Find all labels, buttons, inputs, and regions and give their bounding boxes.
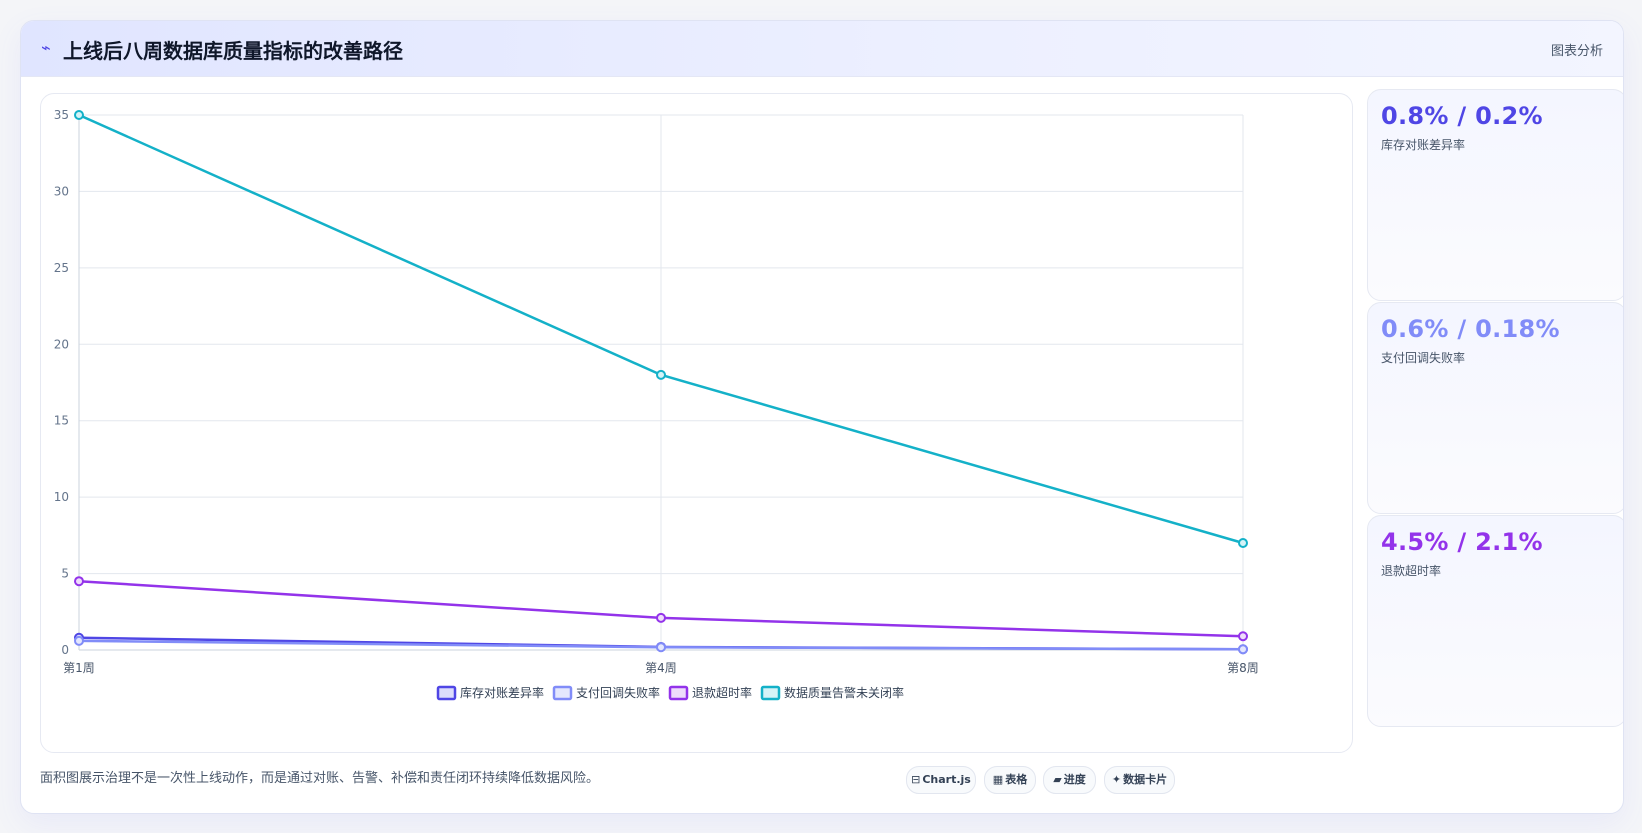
- chart-canvas: 0 5 10 15 20 25 30 35 第1周 第4周 第8周 库存对账差异率 支付回调失败率 退款…: [54, 108, 1259, 701]
- legend-swatch: [668, 685, 689, 701]
- legend-label: 退款超时率: [692, 685, 752, 700]
- x-tick-label: 第4周: [645, 661, 677, 675]
- y-tick-label: 10: [54, 490, 69, 504]
- y-tick-label: 35: [54, 108, 69, 122]
- data-point: [74, 576, 84, 587]
- data-point: [1238, 644, 1248, 655]
- progress-icon: ▰: [1053, 773, 1062, 786]
- legend-item-1[interactable]: 支付回调失败率: [552, 685, 660, 701]
- x-tick-label: 第8周: [1227, 661, 1259, 675]
- tag-chartjs[interactable]: ⊟ Chart.js: [906, 766, 976, 794]
- legend-item-0[interactable]: 库存对账差异率: [436, 685, 544, 701]
- y-tick-label: 15: [54, 414, 69, 428]
- y-tick-label: 30: [54, 184, 69, 198]
- y-tick-label: 0: [61, 643, 69, 657]
- legend-item-3[interactable]: 数据质量告警未关闭率: [760, 685, 904, 701]
- data-point: [656, 369, 666, 380]
- metric-label: 退款超时率: [1381, 564, 1442, 578]
- x-tick-label: 第1周: [63, 661, 95, 675]
- tag-table[interactable]: ▦ 表格: [984, 766, 1036, 794]
- data-point: [74, 635, 84, 646]
- page-title: 上线后八周数据库质量指标的改善路径: [63, 39, 403, 63]
- metric-value: 4.5% / 2.1%: [1381, 528, 1543, 556]
- legend-item-2[interactable]: 退款超时率: [668, 685, 752, 701]
- footer-note: 面积图展示治理不是一次性上线动作，而是通过对账、告警、补偿和责任闭环持续降低数据…: [40, 771, 600, 786]
- axis-labels: 0 5 10 15 20 25 30 35 第1周 第4周 第8周: [54, 108, 1259, 675]
- series-lines: [74, 110, 1248, 655]
- legend-swatch: [760, 685, 781, 701]
- metric-card-refund: 4.5% / 2.1% 退款超时率: [1367, 515, 1623, 727]
- data-point: [1238, 538, 1248, 548]
- data-point: [656, 642, 666, 653]
- chart-icon: ⊟: [911, 773, 921, 786]
- legend-label: 数据质量告警未关闭率: [784, 685, 904, 700]
- legend-label: 支付回调失败率: [576, 685, 660, 700]
- grid: [78, 114, 1244, 651]
- y-tick-label: 20: [54, 337, 69, 351]
- tag-data-card[interactable]: ✦ 数据卡片: [1104, 766, 1175, 794]
- metric-card-payment: 0.6% / 0.18% 支付回调失败率: [1367, 302, 1623, 514]
- metric-label: 支付回调失败率: [1381, 351, 1466, 365]
- y-tick-label: 25: [54, 261, 69, 275]
- legend-label: 库存对账差异率: [460, 685, 544, 700]
- card-icon: ✦: [1111, 773, 1122, 786]
- line-chart: 0 5 10 15 20 25 30 35 第1周 第4周 第8周 库存对账差异率 支付回调失败率 退款…: [40, 93, 1353, 753]
- metric-value: 0.8% / 0.2%: [1381, 102, 1543, 130]
- y-tick-label: 5: [61, 567, 69, 581]
- legend-swatch: [552, 685, 573, 701]
- tag-progress[interactable]: ▰ 进度: [1043, 766, 1096, 794]
- data-point: [1238, 631, 1248, 642]
- metric-value: 0.6% / 0.18%: [1381, 315, 1560, 343]
- data-point: [656, 612, 666, 623]
- metric-label: 库存对账差异率: [1381, 138, 1466, 152]
- table-icon: ▦: [992, 773, 1004, 786]
- chart-trend-icon: ⌁: [41, 38, 51, 57]
- data-point: [74, 110, 84, 120]
- metric-card-inventory: 0.8% / 0.2% 库存对账差异率: [1367, 89, 1623, 301]
- chart-analysis-label: 图表分析: [1550, 44, 1603, 59]
- legend-swatch: [436, 685, 457, 701]
- legend[interactable]: 库存对账差异率 支付回调失败率 退款超时率 数据质量告警未关闭率: [436, 685, 904, 701]
- panel-header: ⌁ 上线后八周数据库质量指标的改善路径 图表分析: [21, 21, 1623, 77]
- chart-panel: ⌁ 上线后八周数据库质量指标的改善路径 图表分析 0 5 10 15 20 25 30 35 第…: [20, 20, 1624, 814]
